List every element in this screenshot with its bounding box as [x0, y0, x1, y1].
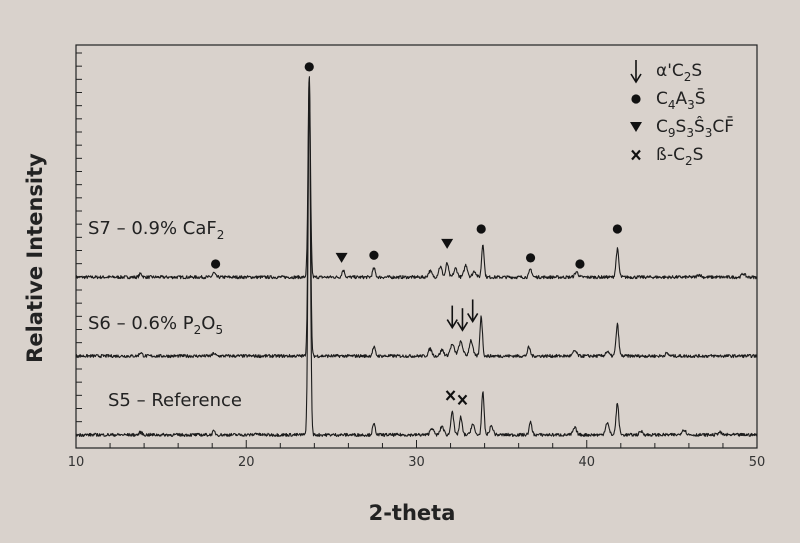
peak-marker-circle: [211, 259, 221, 269]
diffraction-traces: [75, 76, 758, 437]
trace-2: [75, 77, 758, 359]
legend-part: C: [656, 117, 668, 137]
legend-subscript: 9: [668, 126, 676, 140]
legend-label: α'C2S: [656, 61, 702, 84]
legend-subscript: 2: [684, 70, 692, 84]
arrow-head: [456, 321, 469, 332]
sample-label: S5 – Reference: [108, 390, 242, 411]
label-part: S6 – 0.6% P: [88, 313, 194, 334]
legend-part: C: [656, 89, 668, 109]
peak-marker-triangle-down: [335, 252, 348, 263]
plot-frame: [75, 44, 758, 449]
legend-part: Ŝ: [694, 115, 705, 137]
x-tick-label: 30: [408, 455, 425, 470]
trace-1: [75, 76, 758, 280]
legend-marker-triangle-down: [630, 122, 642, 132]
label-subscript: 2: [217, 228, 225, 242]
peak-marker-x: [457, 394, 468, 406]
legend-subscript: 2: [685, 154, 693, 168]
peak-marker-circle: [476, 224, 486, 234]
x-stroke: [445, 390, 456, 401]
label-part: S7 – 0.9% CaF: [88, 218, 217, 239]
x-tick-label: 40: [578, 455, 595, 470]
y-axis-title: Relative Intensity: [23, 153, 47, 363]
legend-subscript: 3: [705, 126, 713, 140]
trace-3: [75, 86, 758, 437]
legend-part: S: [691, 61, 702, 81]
peak-marker-x: [445, 390, 456, 401]
peak-marker-arrow-down: [446, 305, 458, 330]
legend-part: S: [676, 117, 687, 137]
sample-label: S6 – 0.6% P2O5: [88, 313, 223, 337]
peak-marker-circle: [525, 253, 536, 263]
legend-label: ß-C2S: [656, 145, 703, 168]
legend-label: C4A3S̄: [656, 87, 706, 112]
peak-marker-circle: [612, 224, 622, 234]
legend-marker-circle: [631, 94, 641, 104]
x-stroke: [631, 149, 641, 161]
arrow-head: [446, 319, 458, 330]
label-part: O: [201, 313, 215, 334]
legend-marker-arrow-down: [630, 60, 642, 84]
phase-markers: [211, 62, 622, 406]
x-tick-label: 20: [238, 455, 255, 470]
peak-marker-triangle-down: [441, 238, 454, 249]
legend-part: CF̄: [712, 115, 734, 137]
peak-marker-circle: [304, 62, 314, 72]
legend-part: A: [676, 89, 688, 109]
legend-marker-x: [631, 149, 641, 161]
x-axis-title: 2-theta: [369, 501, 456, 525]
sample-label: S7 – 0.9% CaF2: [88, 218, 224, 242]
x-tick-label: 10: [68, 455, 85, 470]
legend-part: S: [693, 145, 704, 165]
legend-subscript: 3: [686, 126, 694, 140]
legend-label: C9S3Ŝ3CF̄: [656, 115, 734, 140]
legend-subscript: 4: [668, 98, 676, 112]
peak-marker-circle: [575, 259, 585, 269]
legend-part: α'C: [656, 61, 684, 81]
x-stroke: [457, 394, 468, 406]
peak-marker-arrow-down: [467, 299, 479, 323]
arrow-head: [467, 313, 479, 323]
peak-marker-arrow-down: [456, 308, 469, 332]
x-tick-labels: 10 20 30 40 50: [68, 455, 766, 470]
legend-part: S̄: [695, 87, 706, 109]
plot-axes: [75, 44, 758, 449]
peak-marker-circle: [369, 250, 379, 260]
legend-subscript: 3: [687, 98, 695, 112]
label-subscript: 5: [215, 323, 223, 337]
x-tick-label: 50: [749, 455, 766, 470]
legend-part: ß-C: [656, 145, 685, 165]
arrow-head: [630, 73, 642, 84]
label-subscript: 2: [194, 323, 202, 337]
